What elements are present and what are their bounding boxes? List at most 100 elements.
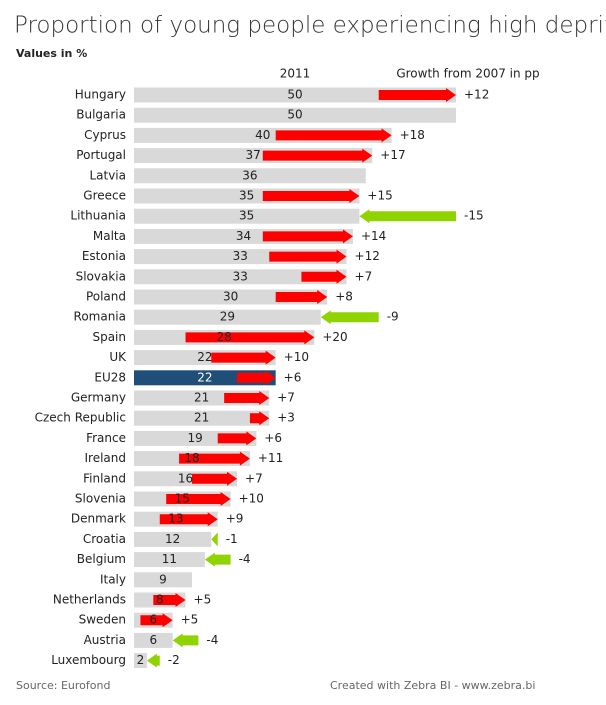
category-label: Belgium (77, 552, 126, 566)
value-label: 9 (159, 572, 167, 586)
value-label: 21 (194, 411, 209, 425)
value-label: 34 (236, 229, 251, 243)
value-label: 33 (233, 269, 248, 283)
value-label: 6 (149, 613, 157, 627)
value-label: 12 (165, 532, 180, 546)
value-label: 50 (287, 88, 302, 102)
bar (134, 107, 456, 123)
bar (134, 168, 366, 184)
category-label: Bulgaria (76, 108, 126, 122)
growth-label: +8 (335, 290, 353, 304)
growth-arrow (166, 492, 231, 506)
bar (134, 87, 456, 103)
category-label: UK (109, 350, 127, 364)
category-label: Portugal (76, 148, 126, 162)
category-label: Luxembourg (51, 653, 126, 667)
growth-label: -1 (226, 532, 238, 546)
growth-arrow (275, 290, 328, 304)
value-label: 28 (217, 330, 232, 344)
growth-arrow (217, 431, 257, 446)
value-label: 18 (184, 451, 199, 465)
bar (134, 309, 321, 325)
growth-arrow (172, 633, 199, 648)
chart-subtitle: Values in % (16, 47, 87, 60)
growth-label: +18 (400, 128, 425, 142)
growth-label: +17 (380, 148, 405, 162)
category-label: Netherlands (53, 593, 126, 607)
category-label: Ireland (84, 451, 126, 465)
growth-label: +7 (355, 269, 373, 283)
category-label: Poland (86, 290, 126, 304)
value-label: 8 (156, 593, 164, 607)
bar (134, 653, 147, 669)
category-label: Austria (84, 633, 126, 647)
value-label: 30 (223, 290, 238, 304)
bar (134, 572, 192, 588)
growth-arrow (249, 411, 270, 426)
growth-arrow (191, 471, 238, 486)
growth-label: -2 (168, 653, 180, 667)
category-label: Denmark (71, 512, 126, 526)
growth-arrow (301, 269, 347, 284)
growth-arrow (146, 653, 160, 668)
growth-label: +10 (239, 492, 264, 506)
growth-label: +6 (264, 431, 282, 445)
growth-label: +9 (226, 512, 244, 526)
category-label: Lithuania (70, 209, 126, 223)
series-header: 2011 (280, 67, 311, 81)
bar (134, 531, 212, 547)
value-label: 37 (245, 148, 260, 162)
value-label: 21 (194, 391, 209, 405)
growth-arrow (269, 249, 347, 264)
growth-label: +11 (258, 451, 283, 465)
category-label: Italy (100, 572, 126, 586)
bar (134, 632, 173, 648)
growth-label: +6 (284, 370, 302, 384)
growth-label: +15 (367, 189, 392, 203)
growth-arrow (140, 613, 173, 628)
category-label: Romania (74, 310, 126, 324)
growth-label: -4 (239, 552, 251, 566)
value-label: 29 (220, 310, 235, 324)
growth-arrow (153, 593, 186, 607)
category-label: Finland (83, 471, 126, 485)
growth-arrow (179, 451, 250, 466)
value-label: 35 (239, 209, 254, 223)
category-label: Slovenia (75, 492, 126, 506)
bar (134, 552, 205, 568)
growth-label: -4 (206, 633, 218, 647)
growth-label: -9 (387, 310, 399, 324)
value-label: 16 (178, 471, 193, 485)
value-label: 13 (168, 512, 183, 526)
category-label: Czech Republic (35, 411, 126, 425)
growth-label: +7 (245, 471, 263, 485)
growth-label: +5 (194, 593, 212, 607)
value-label: 22 (197, 350, 212, 364)
growth-arrow (378, 88, 456, 102)
growth-label: +20 (322, 330, 347, 344)
growth-arrow (320, 310, 379, 325)
value-label: 50 (287, 108, 302, 122)
category-label: Hungary (75, 88, 126, 102)
growth-arrow (359, 209, 456, 224)
growth-arrow (204, 552, 231, 567)
bar (134, 269, 347, 285)
value-label: 36 (242, 168, 257, 182)
category-label: Cyprus (84, 128, 126, 142)
category-label: Slovakia (76, 269, 126, 283)
growth-arrow (237, 370, 276, 385)
growth-arrow (185, 330, 315, 345)
growth-label: +12 (464, 88, 489, 102)
value-label: 19 (188, 431, 203, 445)
growth-arrow (224, 391, 270, 405)
category-label: Latvia (89, 168, 126, 182)
growth-label: +10 (284, 350, 309, 364)
growth-label: +5 (181, 613, 199, 627)
category-label: Croatia (83, 532, 126, 546)
chart-title: Proportion of young people experiencing … (14, 13, 606, 39)
value-label: 33 (233, 249, 248, 263)
category-label: EU28 (94, 370, 126, 384)
source: Source: Eurofond (16, 679, 110, 692)
credit: Created with Zebra BI - www.zebra.bi (330, 679, 535, 692)
category-label: France (86, 431, 126, 445)
